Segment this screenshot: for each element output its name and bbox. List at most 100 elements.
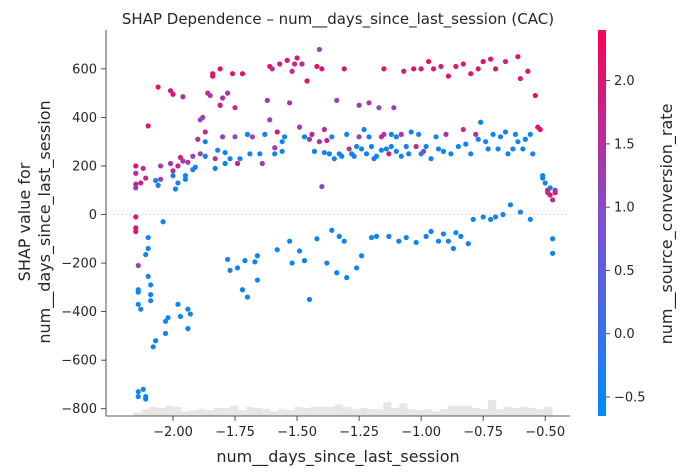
scatter-point — [135, 393, 141, 400]
scatter-point — [299, 61, 305, 67]
scatter-point — [153, 338, 159, 344]
scatter-point — [443, 131, 449, 137]
scatter-point — [445, 238, 452, 244]
histogram-bar — [367, 409, 376, 416]
histogram-bar — [480, 409, 489, 416]
scatter-point — [428, 156, 434, 162]
histogram-bar — [149, 406, 158, 416]
scatter-point — [234, 160, 241, 167]
scatter-point — [358, 146, 365, 152]
scatter-point — [480, 58, 486, 65]
scatter-point — [329, 134, 335, 140]
scatter-point — [172, 186, 179, 192]
scatter-point — [182, 176, 189, 182]
scatter-point — [195, 136, 201, 142]
scatter-point — [157, 176, 164, 182]
scatter-point — [435, 238, 442, 244]
histogram-bar — [391, 408, 400, 416]
scatter-point — [438, 63, 444, 70]
scatter-point — [157, 163, 164, 169]
x-tick-label: −1.25 — [339, 425, 379, 440]
scatter-point — [162, 330, 169, 337]
scatter-point — [284, 57, 290, 63]
scatter-point — [267, 117, 273, 123]
scatter-point — [413, 239, 419, 246]
histogram-bar — [415, 410, 424, 416]
scatter-point — [383, 146, 389, 152]
histogram-bar — [512, 408, 521, 416]
y-tick-label: −600 — [61, 354, 97, 369]
histogram-bar — [254, 408, 263, 416]
scatter-point — [373, 153, 380, 159]
scatter-point — [217, 66, 223, 72]
scatter-point — [185, 306, 191, 312]
histogram-bar — [302, 408, 311, 416]
histogram-bar — [310, 406, 319, 416]
scatter-point — [197, 151, 203, 157]
scatter-point — [483, 139, 489, 145]
scatter-point — [262, 131, 268, 137]
scatter-point — [138, 306, 144, 312]
scatter-point — [227, 156, 233, 162]
scatter-point — [175, 180, 181, 186]
scatter-point — [475, 136, 481, 142]
histogram-bar — [520, 406, 529, 416]
histogram-bar — [334, 404, 343, 416]
scatter-point — [316, 139, 322, 145]
scatter-point — [465, 241, 471, 247]
scatter-point — [393, 134, 399, 140]
scatter-point — [540, 173, 546, 179]
scatter-point — [180, 94, 186, 100]
scatter-point — [321, 149, 327, 156]
scatter-point — [316, 46, 322, 53]
scatter-point — [133, 214, 139, 220]
scatter-point — [398, 153, 404, 159]
scatter-point — [140, 165, 146, 171]
scatter-point — [306, 136, 313, 142]
scatter-point — [453, 230, 459, 236]
scatter-point — [363, 151, 370, 157]
histogram-bar — [342, 406, 352, 416]
scatter-point — [497, 134, 504, 140]
scatter-point — [180, 158, 186, 164]
scatter-point — [145, 273, 151, 280]
scatter-point — [135, 389, 141, 395]
scatter-point — [411, 66, 417, 72]
scatter-point — [423, 233, 429, 239]
scatter-point — [170, 168, 176, 174]
histogram-bar — [270, 411, 279, 416]
scatter-point — [520, 146, 526, 152]
scatter-point — [138, 180, 144, 186]
histogram-bar — [294, 406, 303, 416]
scatter-point — [148, 292, 154, 298]
scatter-point — [175, 163, 181, 169]
histogram-bar — [189, 410, 198, 416]
scatter-point — [135, 301, 141, 307]
scatter-point — [527, 216, 533, 222]
scatter-point — [334, 97, 340, 104]
scatter-point — [200, 114, 206, 120]
scatter-point — [167, 88, 174, 94]
scatter-point — [473, 131, 479, 137]
histogram-bar — [496, 409, 505, 416]
scatter-point — [190, 153, 196, 159]
scatter-point — [133, 181, 139, 187]
scatter-point — [416, 131, 422, 137]
scatter-point — [510, 146, 516, 152]
scatter-point — [490, 131, 496, 137]
histogram-bar — [133, 412, 142, 416]
scatter-point — [167, 160, 174, 167]
scatter-point — [314, 236, 320, 242]
y-tick-label: −400 — [61, 305, 97, 320]
scatter-point — [487, 56, 494, 62]
scatter-point — [229, 71, 236, 77]
scatter-point — [376, 105, 382, 111]
scatter-point — [492, 214, 499, 220]
scatter-point — [259, 160, 265, 167]
scatter-point — [148, 298, 154, 304]
scatter-point — [391, 105, 397, 111]
scatter-point — [222, 149, 228, 156]
scatter-point — [287, 238, 293, 244]
scatter-point — [237, 156, 243, 162]
x-tick-label: −0.75 — [463, 425, 503, 440]
